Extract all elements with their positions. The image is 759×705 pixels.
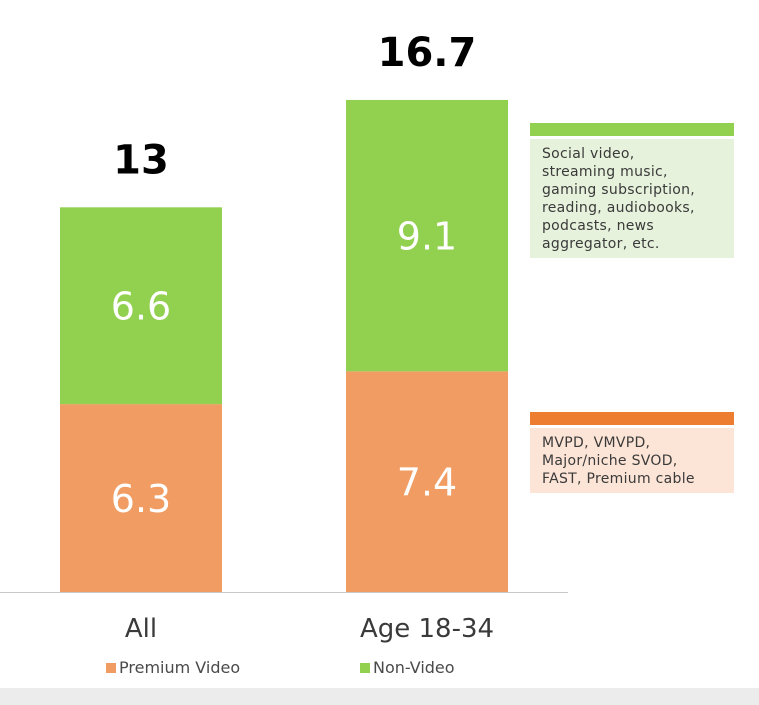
total-label-0: 13 — [113, 137, 169, 183]
data-label-premium-0: 6.3 — [111, 477, 171, 521]
premium-video-note-box: MVPD, VMVPD, Major/niche SVOD, FAST, Pre… — [530, 428, 734, 493]
non-video-note-line: podcasts, news — [542, 218, 655, 234]
bar-nonvideo-0 — [60, 207, 222, 405]
chart-legend: Premium Video Non-Video — [0, 658, 600, 680]
total-label-1: 16.7 — [378, 30, 477, 76]
non-video-note-strip — [530, 123, 734, 136]
non-video-note-line: Social video, — [542, 146, 635, 162]
non-video-note-line: gaming subscription, — [542, 182, 696, 198]
non-video-note-line: streaming music, — [542, 164, 668, 180]
premium-video-note-line: Major/niche SVOD, — [542, 453, 678, 469]
bar-nonvideo-1 — [346, 99, 508, 372]
legend-item-premium-video: Premium Video — [106, 658, 240, 677]
premium-video-note-line: FAST, Premium cable — [542, 471, 695, 487]
data-label-premium-1: 7.4 — [397, 461, 457, 505]
legend-item-non-video: Non-Video — [360, 658, 455, 677]
bottom-band — [0, 688, 759, 705]
non-video-note-box: Social video, streaming music, gaming su… — [530, 139, 734, 258]
non-video-note-line: reading, audiobooks, — [542, 200, 695, 216]
bar-premium-0 — [60, 404, 222, 592]
legend-label-premium-video: Premium Video — [119, 658, 241, 677]
legend-label-non-video: Non-Video — [373, 658, 455, 677]
legend-swatch-non-video — [360, 662, 370, 673]
bar-premium-1 — [346, 371, 508, 592]
premium-video-note: MVPD, VMVPD, Major/niche SVOD, FAST, Pre… — [530, 412, 734, 493]
premium-video-note-strip — [530, 412, 734, 425]
category-label-1: Age 18-34 — [360, 614, 494, 644]
non-video-note-line: aggregator, etc. — [542, 236, 660, 252]
data-label-nonvideo-0: 6.6 — [111, 285, 171, 329]
premium-video-note-line: MVPD, VMVPD, — [542, 435, 651, 451]
legend-swatch-premium-video — [106, 662, 116, 673]
non-video-note: Social video, streaming music, gaming su… — [530, 123, 734, 258]
data-label-nonvideo-1: 9.1 — [397, 215, 457, 259]
category-label-0: All — [125, 614, 157, 644]
